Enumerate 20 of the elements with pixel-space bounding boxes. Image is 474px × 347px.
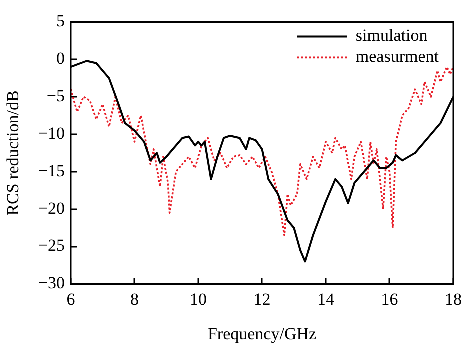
line-series bbox=[70, 66, 454, 236]
x-tick-label: 10 bbox=[190, 290, 207, 309]
y-tick-label: −25 bbox=[38, 236, 65, 256]
legend-label: simulation bbox=[356, 26, 428, 46]
x-tick-label: 18 bbox=[445, 290, 462, 309]
y-tick-label: −20 bbox=[38, 198, 65, 218]
x-tick-label: 12 bbox=[254, 290, 271, 309]
y-tick-label: 5 bbox=[56, 12, 65, 31]
x-tick-label: 6 bbox=[66, 290, 76, 309]
x-axis-title: Frequency/GHz bbox=[208, 324, 317, 344]
y-tick-label: −30 bbox=[38, 274, 65, 293]
x-tick-label: 14 bbox=[317, 290, 335, 309]
y-axis-title: RCS reduction/dB bbox=[4, 90, 23, 216]
y-tick-label: 0 bbox=[56, 49, 65, 68]
legend-label: measurment bbox=[356, 47, 440, 66]
x-tick-label: 16 bbox=[381, 290, 398, 309]
y-tick-label: −10 bbox=[38, 124, 65, 143]
x-tick-label: 8 bbox=[130, 290, 139, 309]
y-tick-label: −15 bbox=[38, 161, 65, 180]
y-tick-label: −5 bbox=[46, 86, 65, 106]
